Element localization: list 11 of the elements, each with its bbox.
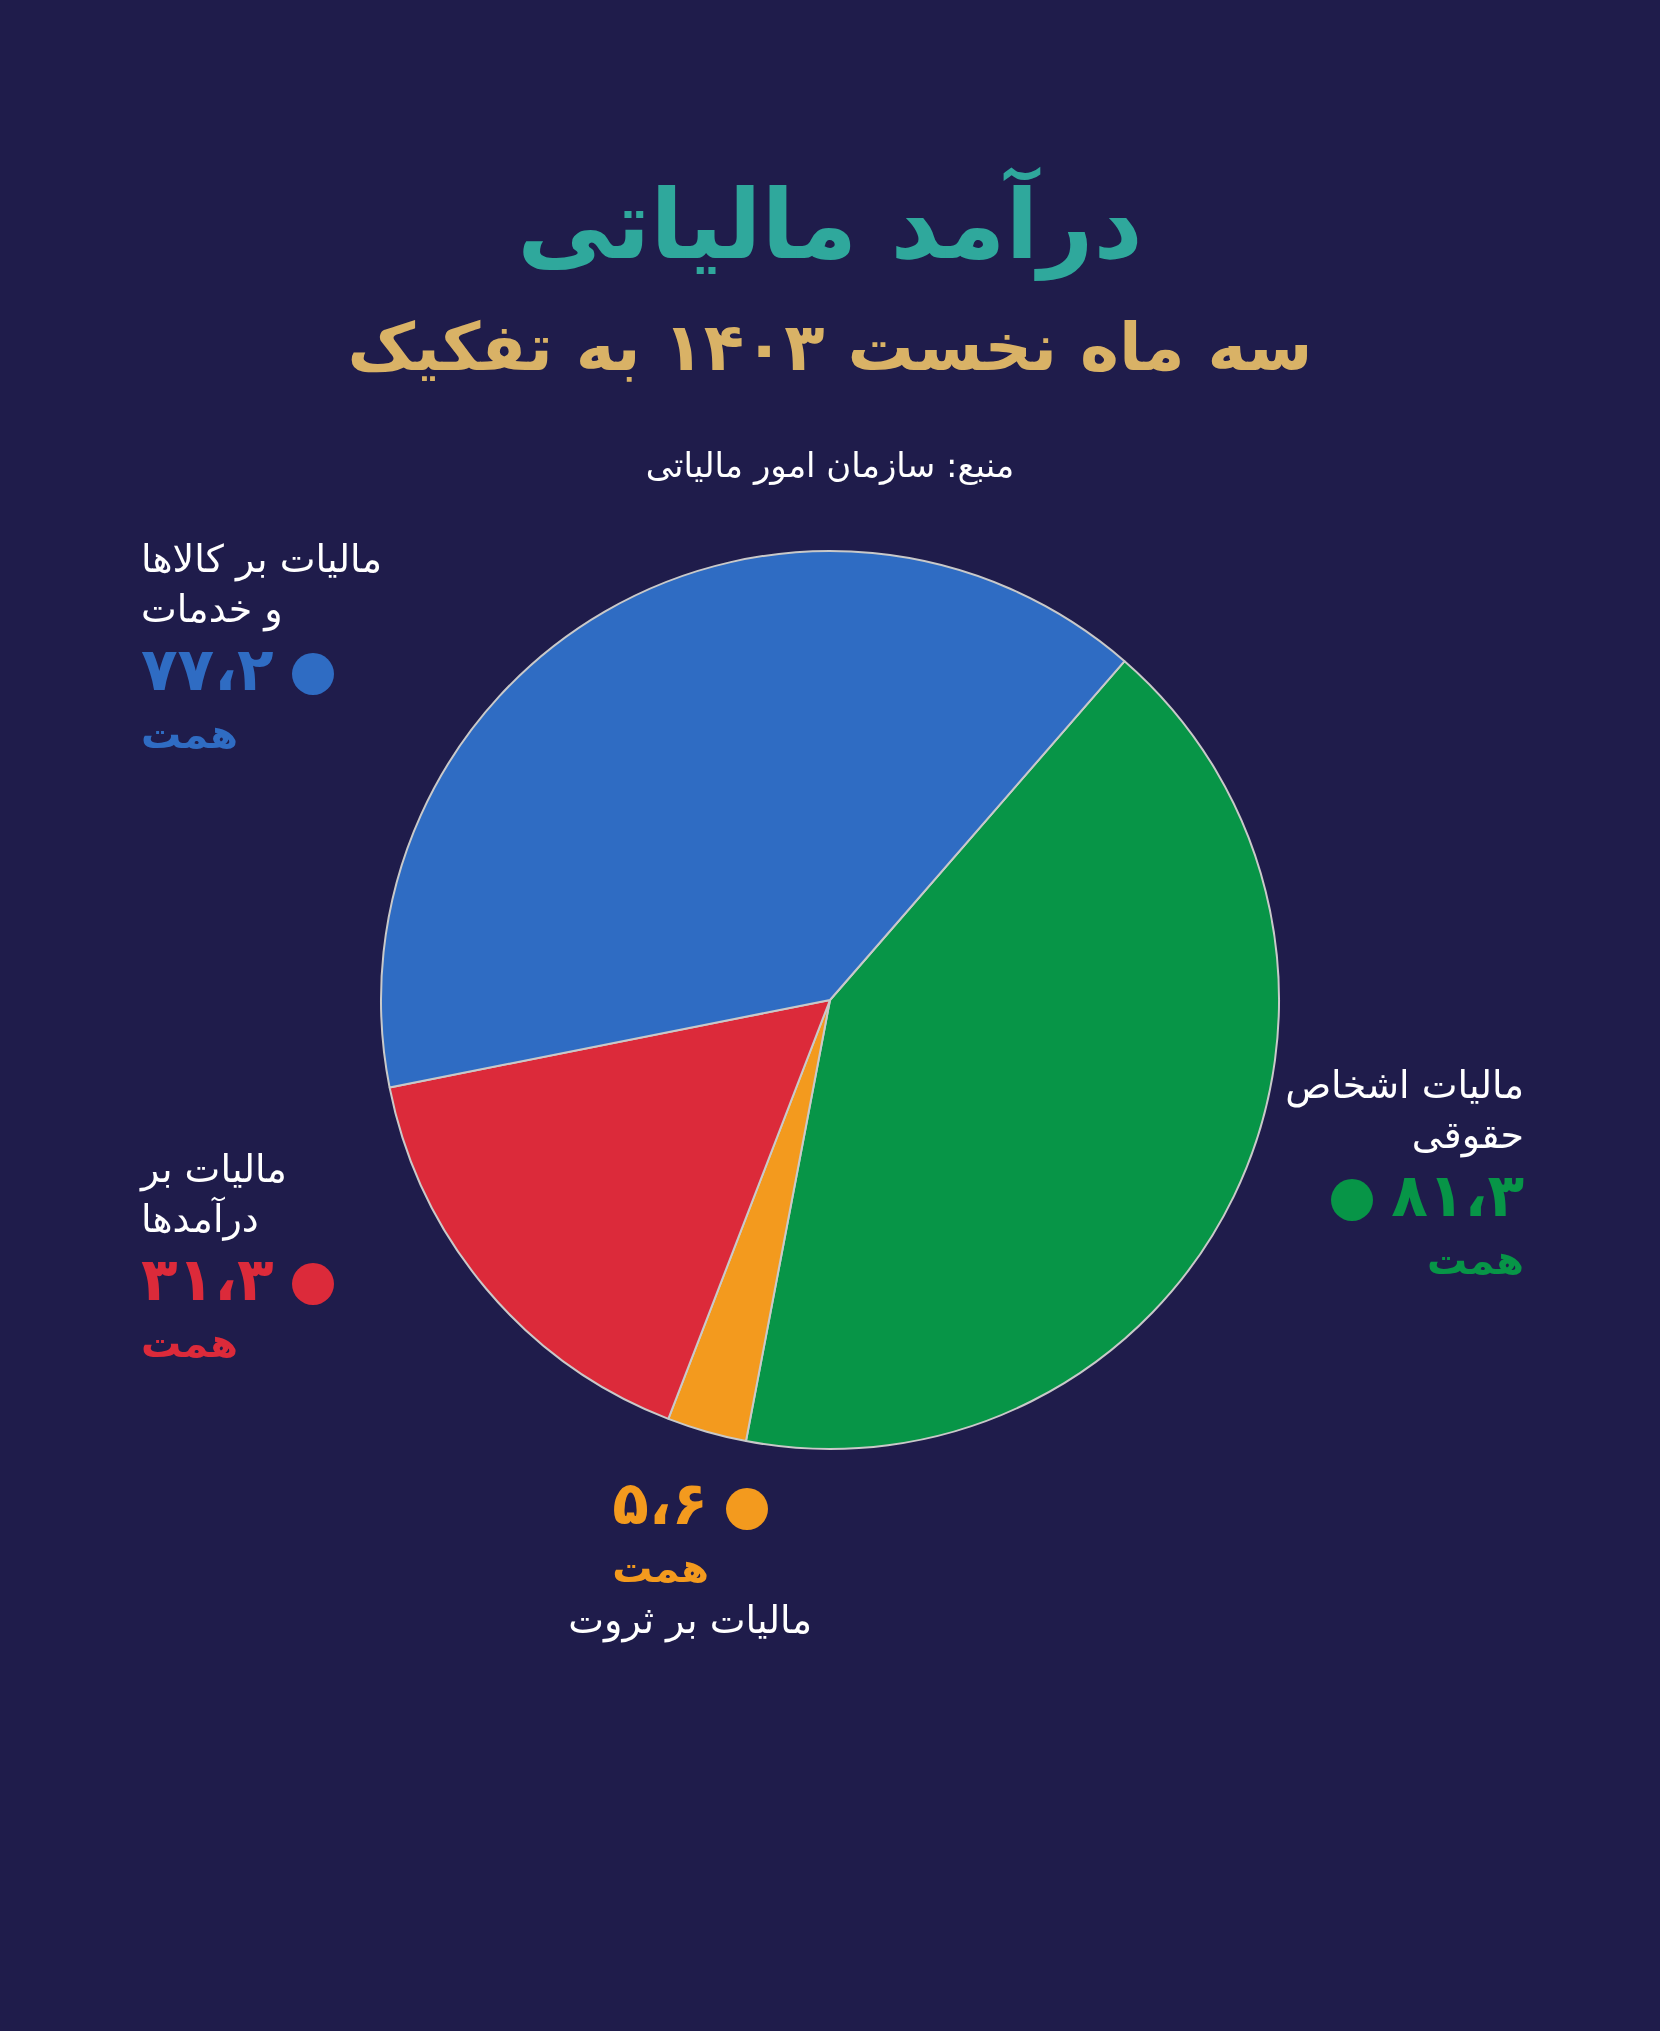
chart-title: درآمد مالیاتی <box>516 166 1144 283</box>
data-label: ۸۱،۳ همت <box>1391 1160 1524 1283</box>
slice-label: مالیات بر ثروت <box>568 1597 813 1643</box>
chart-subtitle: سه ماه نخست ۱۴۰۳ به تفکیک <box>346 308 1314 388</box>
slice-label: مالیات بر کالاها و خدمات <box>141 537 382 633</box>
slice-label: مالیات اشخاص حقوقی <box>1285 1063 1524 1159</box>
data-label: ۳۱،۳ همت <box>141 1243 274 1367</box>
data-label: ۷۷،۲ همت <box>141 634 274 757</box>
text: منبع: سازمان امور مالیاتی <box>644 444 1016 487</box>
data-label: ۵،۶ همت <box>612 1468 710 1592</box>
slice-label: مالیات بر درآمدها <box>139 1146 287 1241</box>
